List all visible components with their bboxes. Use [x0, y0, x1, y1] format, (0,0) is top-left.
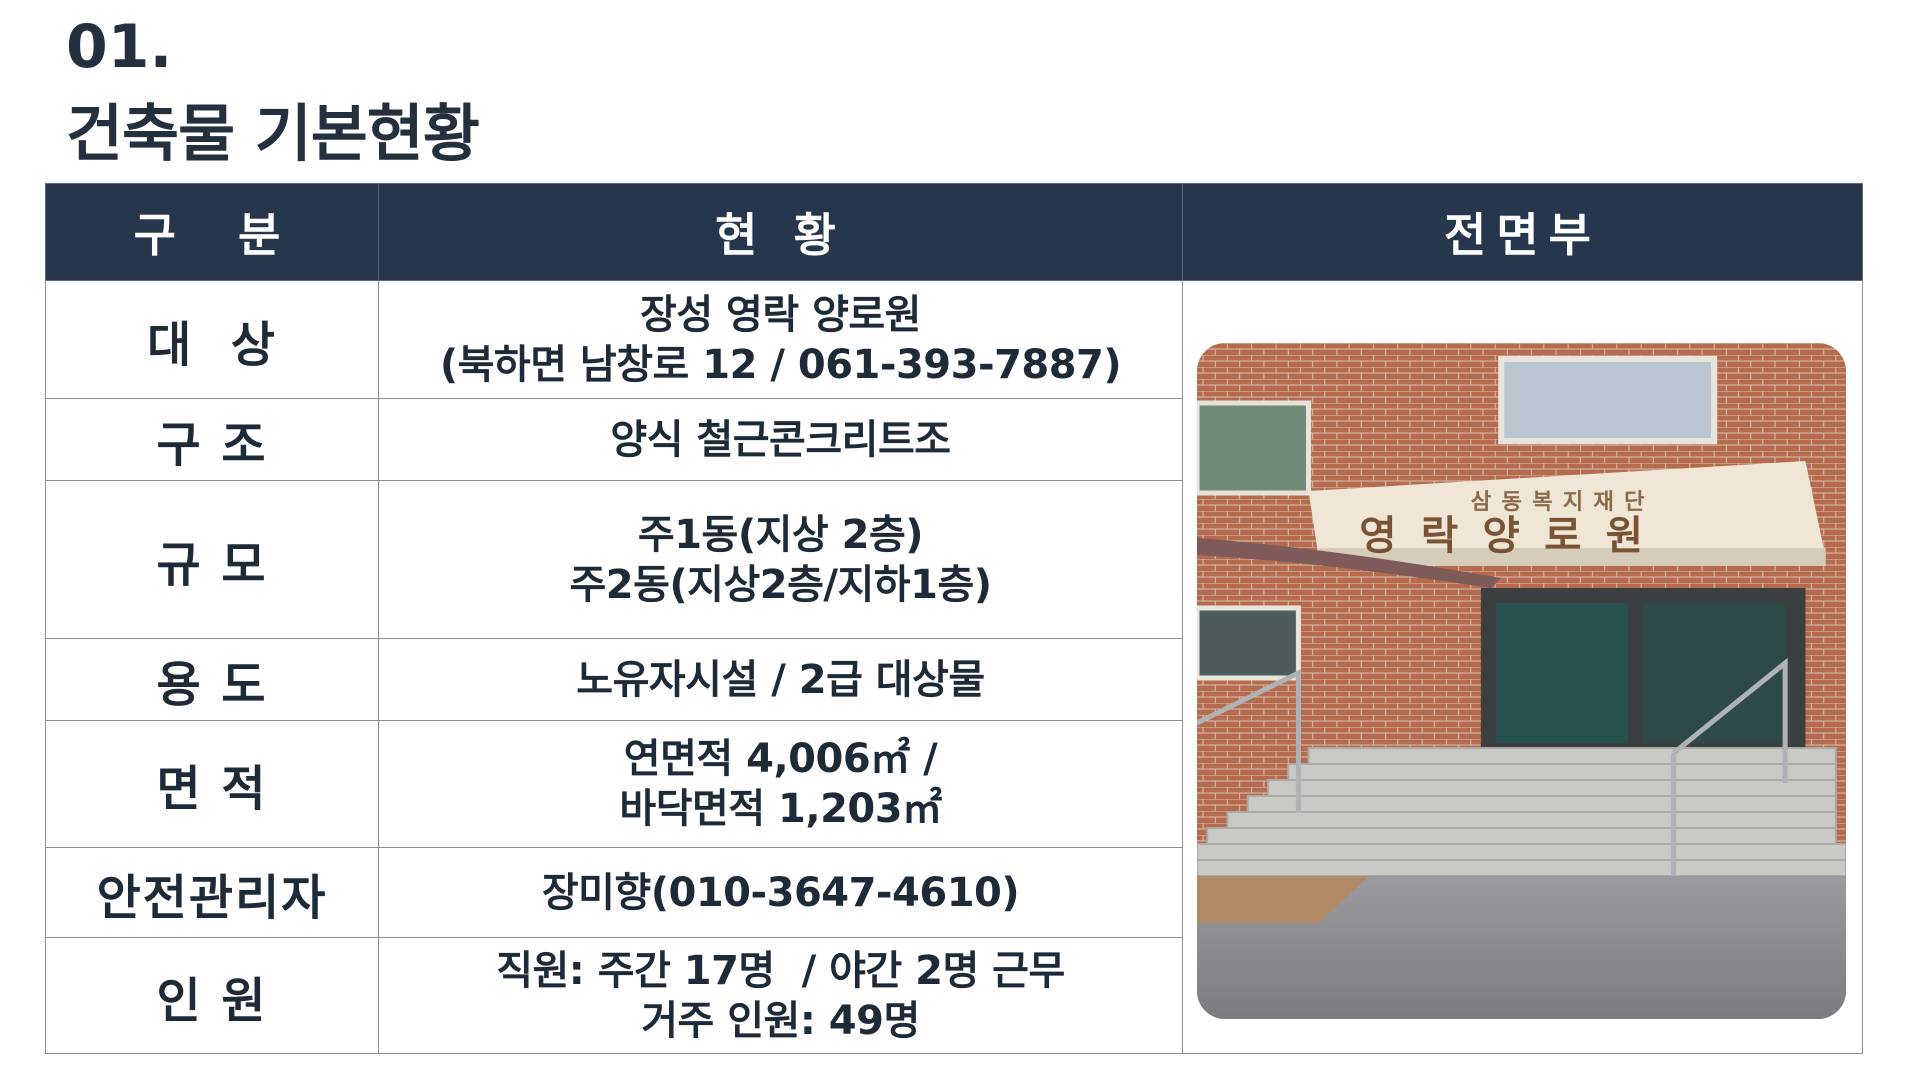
row-value-target: 장성 영락 양로원 (북하면 남창로 12 / 061-393-7887) — [378, 280, 1183, 399]
building-info-table: 구 분 현 황 전면부 대 상 장성 영락 양로원 (북하면 남창로 12 / … — [45, 183, 1863, 1054]
value-line: 장미향(010-3647-4610) — [541, 869, 1020, 916]
value-line: 연면적 4,006㎡ / — [623, 736, 938, 782]
table-row: 구 조 양식 철근콘크리트조 — [45, 398, 1863, 481]
front-view-cell: 삼동복지재단 영락양로원 — [1182, 280, 1863, 1054]
row-value-scale: 주1동(지상 2층) 주2동(지상2층/지하1층) — [378, 480, 1183, 639]
table-row: 대 상 장성 영락 양로원 (북하면 남창로 12 / 061-393-7887… — [45, 280, 1863, 1054]
value-line: 바닥면적 1,203㎡ — [619, 786, 942, 832]
value-line: 주2동(지상2층/지하1층) — [569, 561, 992, 608]
row-label-target: 대 상 — [45, 280, 379, 399]
row-label-personnel: 인 원 — [45, 937, 379, 1054]
building-photo-illustration: 삼동복지재단 영락양로원 — [1197, 343, 1846, 1019]
value-line: 노유자시설 / 2급 대상물 — [576, 656, 985, 703]
row-label-safety-manager: 안전관리자 — [45, 847, 379, 938]
header-front-view: 전면부 — [1182, 183, 1863, 281]
row-label-structure: 구 조 — [45, 398, 379, 481]
sign-main-text: 영락양로원 — [1359, 513, 1667, 559]
row-value-usage: 노유자시설 / 2급 대상물 — [378, 638, 1183, 721]
header-category: 구 분 — [45, 183, 379, 281]
value-line: 양식 철근콘크리트조 — [610, 416, 951, 463]
table-row: 규 모 주1동(지상 2층) 주2동(지상2층/지하1층) — [45, 480, 1863, 639]
table-row: 면 적 연면적 4,006㎡ / 바닥면적 1,203㎡ — [45, 720, 1863, 848]
row-label-usage: 용 도 — [45, 638, 379, 721]
sign-top-text: 삼동복지재단 — [1471, 489, 1655, 515]
table-row: 안전관리자 장미향(010-3647-4610) — [45, 847, 1863, 938]
table-row: 용 도 노유자시설 / 2급 대상물 — [45, 638, 1863, 721]
row-value-personnel: 직원: 주간 17명 / 야간 2명 근무 거주 인원: 49명 — [378, 937, 1183, 1054]
value-line: 거주 인원: 49명 — [641, 997, 920, 1044]
value-line: 장성 영락 양로원 — [640, 291, 921, 338]
row-value-safety-manager: 장미향(010-3647-4610) — [378, 847, 1183, 938]
section-heading: 01. 건축물 기본현황 — [66, 6, 480, 180]
row-label-scale: 규 모 — [45, 480, 379, 639]
front-view-photo: 삼동복지재단 영락양로원 — [1197, 343, 1846, 1019]
section-number: 01. — [66, 12, 173, 82]
value-line: 직원: 주간 17명 / 야간 2명 근무 — [496, 947, 1065, 994]
section-title: 건축물 기본현황 — [66, 97, 480, 170]
row-label-area: 면 적 — [45, 720, 379, 848]
row-value-structure: 양식 철근콘크리트조 — [378, 398, 1183, 481]
row-value-area: 연면적 4,006㎡ / 바닥면적 1,203㎡ — [378, 720, 1183, 848]
value-line: (북하면 남창로 12 / 061-393-7887) — [439, 341, 1122, 388]
header-status: 현 황 — [378, 183, 1183, 281]
value-line: 주1동(지상 2층) — [637, 511, 924, 558]
table-header-row: 구 분 현 황 전면부 — [45, 183, 1863, 281]
table-row: 인 원 직원: 주간 17명 / 야간 2명 근무 거주 인원: 49명 — [45, 937, 1863, 1054]
